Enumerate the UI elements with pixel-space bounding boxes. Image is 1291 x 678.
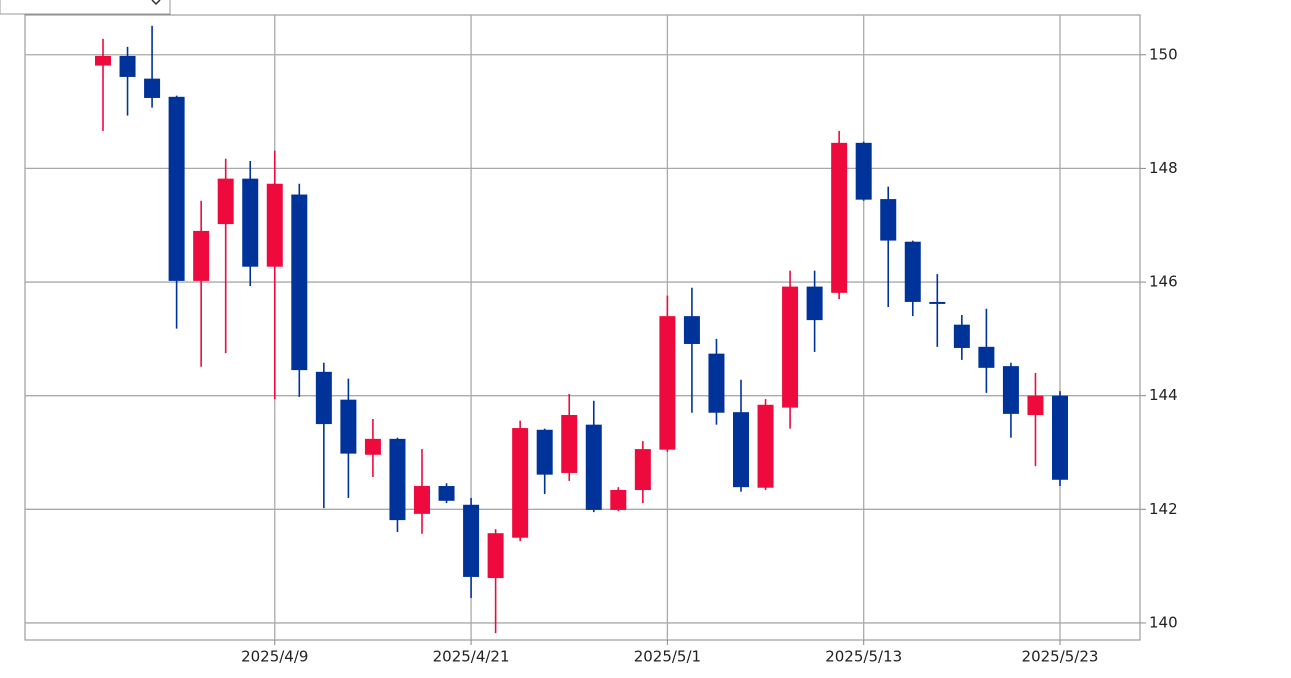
candle-body <box>340 399 357 454</box>
candle-body <box>487 533 504 579</box>
candle-body <box>610 490 627 510</box>
candle-body <box>683 316 700 344</box>
x-tick-label: 2025/4/9 <box>241 648 308 666</box>
candle-body <box>1052 395 1068 480</box>
candle-body <box>855 142 872 200</box>
candle-body <box>953 324 970 348</box>
candle-body <box>291 194 308 371</box>
x-tick-label: 2025/5/1 <box>634 648 701 666</box>
candle-body <box>831 142 848 293</box>
candle-body <box>144 78 161 98</box>
candle-body <box>315 371 332 425</box>
candle-body <box>463 504 480 577</box>
candle-body <box>929 301 946 304</box>
candle-body <box>193 230 210 281</box>
candle-body <box>585 424 602 510</box>
plot-frame <box>24 14 1141 641</box>
candle-body <box>782 286 799 408</box>
candle-body <box>561 415 578 473</box>
x-tick-label: 2025/5/13 <box>825 648 902 666</box>
candle-body <box>708 353 725 413</box>
candle-body <box>242 178 259 267</box>
y-tick-label: 148 <box>1149 159 1178 177</box>
candle-body <box>757 404 774 488</box>
x-tick-label: 2025/5/23 <box>1022 648 1099 666</box>
candle-body <box>217 178 234 225</box>
candle-body <box>536 429 553 475</box>
candle-body <box>733 412 749 488</box>
y-tick-label: 146 <box>1149 273 1178 291</box>
candle-body <box>806 286 823 321</box>
candle-body <box>95 55 111 66</box>
candle-body <box>880 199 897 241</box>
candle-body <box>904 241 921 302</box>
candle-body <box>414 486 430 514</box>
candle-body <box>119 55 136 77</box>
y-tick-label: 142 <box>1149 500 1178 518</box>
candle-body <box>389 438 406 521</box>
candle-body <box>1002 366 1019 414</box>
y-tick-label: 150 <box>1149 45 1178 63</box>
candle-body <box>978 346 995 368</box>
y-tick-label: 140 <box>1149 613 1178 631</box>
candle-body <box>1027 395 1044 415</box>
x-tick-label: 2025/4/21 <box>433 648 510 666</box>
y-tick-label: 144 <box>1149 386 1178 404</box>
dropdown[interactable] <box>0 0 171 15</box>
candle-body <box>168 96 185 281</box>
candle-body <box>438 486 455 501</box>
candle-body <box>634 449 651 490</box>
candle-body <box>512 428 529 538</box>
dropdown-arrow <box>151 0 161 6</box>
candle-body <box>266 183 283 267</box>
candle-body <box>659 316 676 450</box>
candle-body <box>364 438 381 455</box>
